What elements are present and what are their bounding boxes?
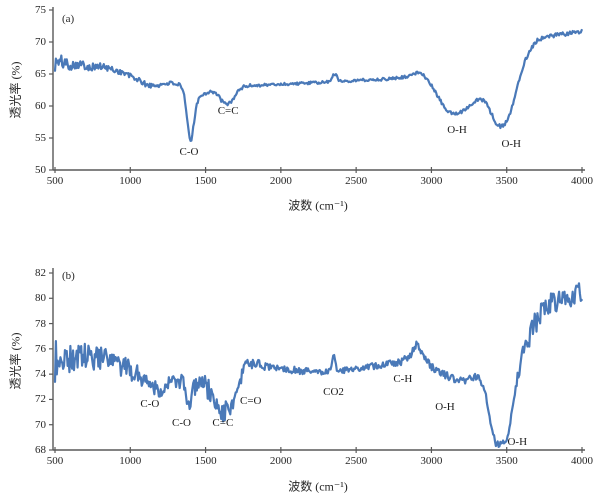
y-tick-label: 70 xyxy=(35,418,46,431)
x-tick-label: 3000 xyxy=(420,175,443,187)
x-tick-label: 1500 xyxy=(194,175,217,187)
x-tick-label: 2500 xyxy=(345,455,368,467)
chart-panel-a: (a) 透光率 (%) 波数 (cm⁻¹) 50 55 60 65 70 75 500 100… xyxy=(0,0,600,248)
x-tick-label: 1000 xyxy=(119,175,142,187)
x-tick-label: 500 xyxy=(46,455,64,467)
x-tick-label: 4000 xyxy=(571,455,593,467)
x-tick-label: 3000 xyxy=(420,455,443,467)
x-tick-label: 2000 xyxy=(269,455,292,467)
annotation-label: C-O xyxy=(179,146,199,159)
y-tick-label: 55 xyxy=(35,132,46,144)
y-tick-label: 80 xyxy=(35,292,46,305)
spectrum-plot-a xyxy=(49,7,585,173)
panel-label-a: (a) xyxy=(62,13,75,25)
x-tick-label: 500 xyxy=(46,175,64,187)
annotation-label: CO2 xyxy=(323,385,344,398)
x-tick-label: 4000 xyxy=(571,175,593,187)
panel-label-b: (b) xyxy=(62,270,75,282)
x-tick-label: 3500 xyxy=(495,455,518,467)
annotation-label: C=C xyxy=(217,105,239,118)
x-tick-label: 2500 xyxy=(345,175,368,187)
annotation-label: C-O xyxy=(171,417,191,430)
annotation-label: C-O xyxy=(140,398,160,411)
annotation-label: O-H xyxy=(507,436,528,449)
y-tick-label: 75 xyxy=(35,4,46,16)
y-tick-label: 60 xyxy=(35,100,46,112)
y-axis-title-b: 透光率 (%) xyxy=(8,332,23,390)
spectrum-line xyxy=(53,282,583,448)
annotation-label: O-H xyxy=(501,138,521,151)
annotation-label: C-H xyxy=(393,373,413,386)
x-tick-label: 3500 xyxy=(495,175,518,187)
y-tick-label: 50 xyxy=(35,164,46,176)
y-tick-label: 70 xyxy=(35,36,46,48)
spectrum-plot-b xyxy=(49,268,585,453)
annotation-label: O-H xyxy=(435,401,455,413)
annotation-label: C=C xyxy=(212,417,234,430)
y-tick-label: 65 xyxy=(35,68,46,80)
x-tick-label: 1000 xyxy=(119,455,142,467)
chart-panel-b: (b) 透光率 (%) 波数 (cm⁻¹) 68 70 72 74 76 78 80 82 50… xyxy=(0,248,600,500)
x-tick-label: 1500 xyxy=(194,455,217,467)
x-axis-title-b: 波数 (cm⁻¹) xyxy=(288,479,348,494)
y-tick-label: 68 xyxy=(35,444,46,456)
y-tick-label: 74 xyxy=(35,368,46,381)
annotation-label: C=O xyxy=(239,394,262,407)
y-tick-label: 72 xyxy=(35,393,46,406)
spectrum-line xyxy=(53,28,583,142)
x-tick-label: 2000 xyxy=(269,175,292,187)
annotation-label: O-H xyxy=(447,124,467,137)
y-tick-label: 82 xyxy=(35,267,46,279)
y-tick-label: 78 xyxy=(35,317,46,330)
y-tick-label: 76 xyxy=(35,342,46,355)
x-axis-title-a: 波数 (cm⁻¹) xyxy=(288,198,348,213)
